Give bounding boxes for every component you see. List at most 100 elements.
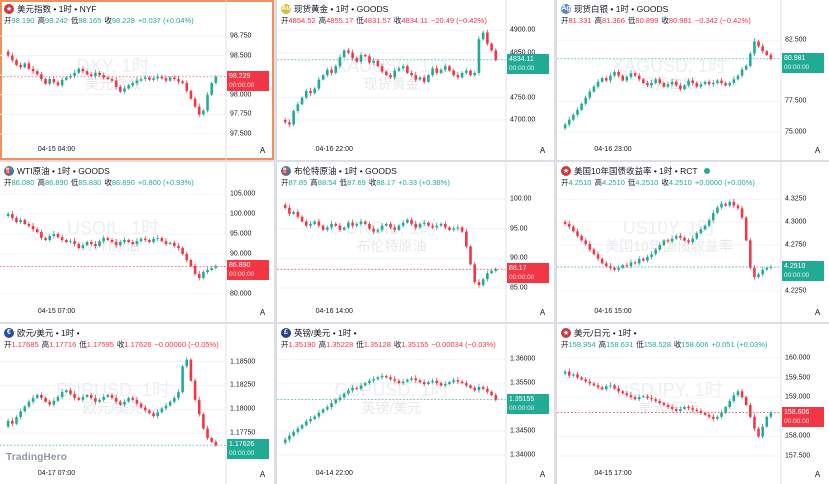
candle [11,417,14,427]
close-label: 收 [661,16,669,25]
change-value: +0.051 (+0.03%) [711,340,768,349]
ohlc-legend: 开98.190 高98.242 低98.165 收98.229 +0.037 (+0.0… [4,15,197,26]
symbol-title[interactable]: 现货白银 • 1时 • GOODS [574,3,669,14]
chart-panel-eurusd[interactable]: EURUSD, 1时 欧元/美元 1.18500 1.18250 1.18000 1.17… [0,324,274,484]
candle [355,222,359,228]
auto-scale-button[interactable]: A [814,308,821,317]
close-label: 收 [393,16,402,25]
candle [460,379,464,385]
chart-panel-gold[interactable]: XAUUSD, 1时 现货黄金 4900.00 4850.00 4750.00 4700.… [277,0,554,160]
auto-scale-button[interactable]: A [259,470,266,479]
candle [617,385,620,394]
close-value: 收4.2510 [661,178,691,187]
candle [119,399,122,407]
candle [15,216,18,224]
candle [629,392,633,400]
eu-flag-icon: € [4,327,14,338]
auto-scale-button[interactable]: A [539,308,546,317]
candlestick-plot[interactable] [557,324,829,484]
time-axis-label: 04-16 14:00 [315,308,353,315]
symbol-header[interactable]: ⛽ WTI原油 • 1时 • GOODS [4,164,110,177]
symbol-header[interactable]: £ 英镑/美元 • 1时 • [281,326,357,339]
candle [576,371,579,380]
symbol-header[interactable]: Au 现货黄金 • 1时 • GOODS [281,2,388,15]
candlestick-plot[interactable] [557,0,829,160]
candle [422,220,426,227]
candle [406,218,409,224]
gold-icon: Au [281,3,291,14]
symbol-title[interactable]: 美元/日元 • 1时 • [574,327,637,338]
candlestick-plot[interactable] [277,162,554,322]
symbol-title[interactable]: 美元指数 • 1时 • NYF [17,3,97,14]
high-value: 高98.242 [37,16,67,25]
chart-panel-wti[interactable]: USOIL, 1时 WTI原油 105.000 100.000 95.000 90.000… [0,162,274,322]
candle [347,220,350,230]
symbol-title[interactable]: 美国10年国债收益率 • 1时 • RCT [574,165,698,176]
chart-panel-usdjpy[interactable]: USDJPY, 1时 美元/日元 160.000 159.500 159.000 158.… [557,324,829,484]
candle [477,383,481,393]
candle [683,405,686,411]
price-axis[interactable]: 1.18500 1.18250 1.18000 1.17750 [230,324,274,484]
symbol-header[interactable]: Ag 现货白银 • 1时 • GOODS [561,2,668,15]
candlestick-plot[interactable] [0,324,274,484]
auto-scale-button[interactable]: A [539,470,546,479]
candlestick-plot[interactable] [0,162,274,322]
candle [443,381,447,388]
chart-panel-us10y[interactable]: US10Y, 1时 美国10年国债收益率 4.3250 4.3000 4.2750 4.2… [557,162,829,322]
auto-scale-button[interactable]: A [259,308,266,317]
open-label: 开 [4,178,12,187]
candle [572,113,575,122]
symbol-title[interactable]: 英镑/美元 • 1时 • [294,327,357,338]
candlestick-plot[interactable] [277,0,554,160]
auto-scale-button[interactable]: A [814,146,821,155]
last-price-value: 4834.11 [509,55,534,63]
open-value: 开81.331 [561,16,591,25]
candle [65,388,68,394]
candle [720,77,723,86]
candle [296,209,300,219]
symbol-title[interactable]: 布伦特原油 • 1时 • GOODS [294,165,397,176]
candle [27,61,31,71]
symbol-header[interactable]: ★ 美元指数 • 1时 • NYF [4,2,97,15]
price-axis[interactable]: 4900.00 4850.00 4750.00 4700.00 [510,0,554,160]
candle [389,72,392,80]
price-axis[interactable]: 1.36000 1.35500 1.34500 1.34000 [510,324,554,484]
candle [494,392,498,402]
symbol-header[interactable]: € 欧元/美元 • 1时 • [4,326,80,339]
chart-panel-brent[interactable]: UKOIL, 1时布伦特原油100.0095.0090.0085.0088.17… [277,162,554,322]
candle [119,85,122,94]
chart-panel-dxy[interactable]: DXY, 1时美元指数98.75098.50098.22998.00097.75… [0,0,274,160]
price-axis-label: 75.000 [785,128,807,136]
candle [633,395,637,401]
price-axis[interactable]: 105.000 100.000 95.000 90.000 80.000 [230,162,274,322]
price-axis[interactable]: 82.500 77.500 75.000 [785,0,829,160]
symbol-title[interactable]: 现货黄金 • 1时 • GOODS [294,3,389,14]
price-axis[interactable]: 4.3250 4.3000 4.2750 4.2250 [785,162,829,322]
symbol-header[interactable]: ★ 美国10年国债收益率 • 1时 • RCT [561,164,710,177]
candlestick-plot[interactable] [0,0,274,160]
candle [761,424,764,439]
symbol-header[interactable]: ★ 美元/日元 • 1时 • [561,326,637,339]
auto-scale-button[interactable]: A [259,146,266,155]
candle [486,386,489,394]
candle [588,241,592,253]
candle [6,49,10,58]
chart-panel-silver[interactable]: XAGUSD, 1时 现货白银 82.500 77.500 75.000 80.981 00… [557,0,829,160]
symbol-title[interactable]: 欧元/美元 • 1时 • [17,327,80,338]
candle [670,235,674,244]
price-axis[interactable]: 100.00 95.00 90.00 85.00 [510,162,554,322]
candle [44,77,47,85]
chart-panel-gbpusd[interactable]: GBPUSD, 1时 英镑/美元 1.36000 1.35500 1.34500 1.34… [277,324,554,484]
candle [629,70,633,80]
price-axis[interactable]: 160.000 159.500 159.000 158.000 157.500 [785,324,829,484]
symbol-title[interactable]: WTI原油 • 1时 • GOODS [17,165,110,176]
last-price-value: 158.606 [784,408,810,416]
auto-scale-button[interactable]: A [539,146,546,155]
candlestick-plot[interactable] [277,324,554,484]
auto-scale-button[interactable]: A [814,470,821,479]
symbol-header[interactable]: ⛽ 布伦特原油 • 1时 • GOODS [281,164,397,177]
candle [397,223,401,232]
candle [347,388,350,396]
candlestick-plot[interactable] [557,162,829,322]
last-price-value: 86.890 [229,262,251,270]
